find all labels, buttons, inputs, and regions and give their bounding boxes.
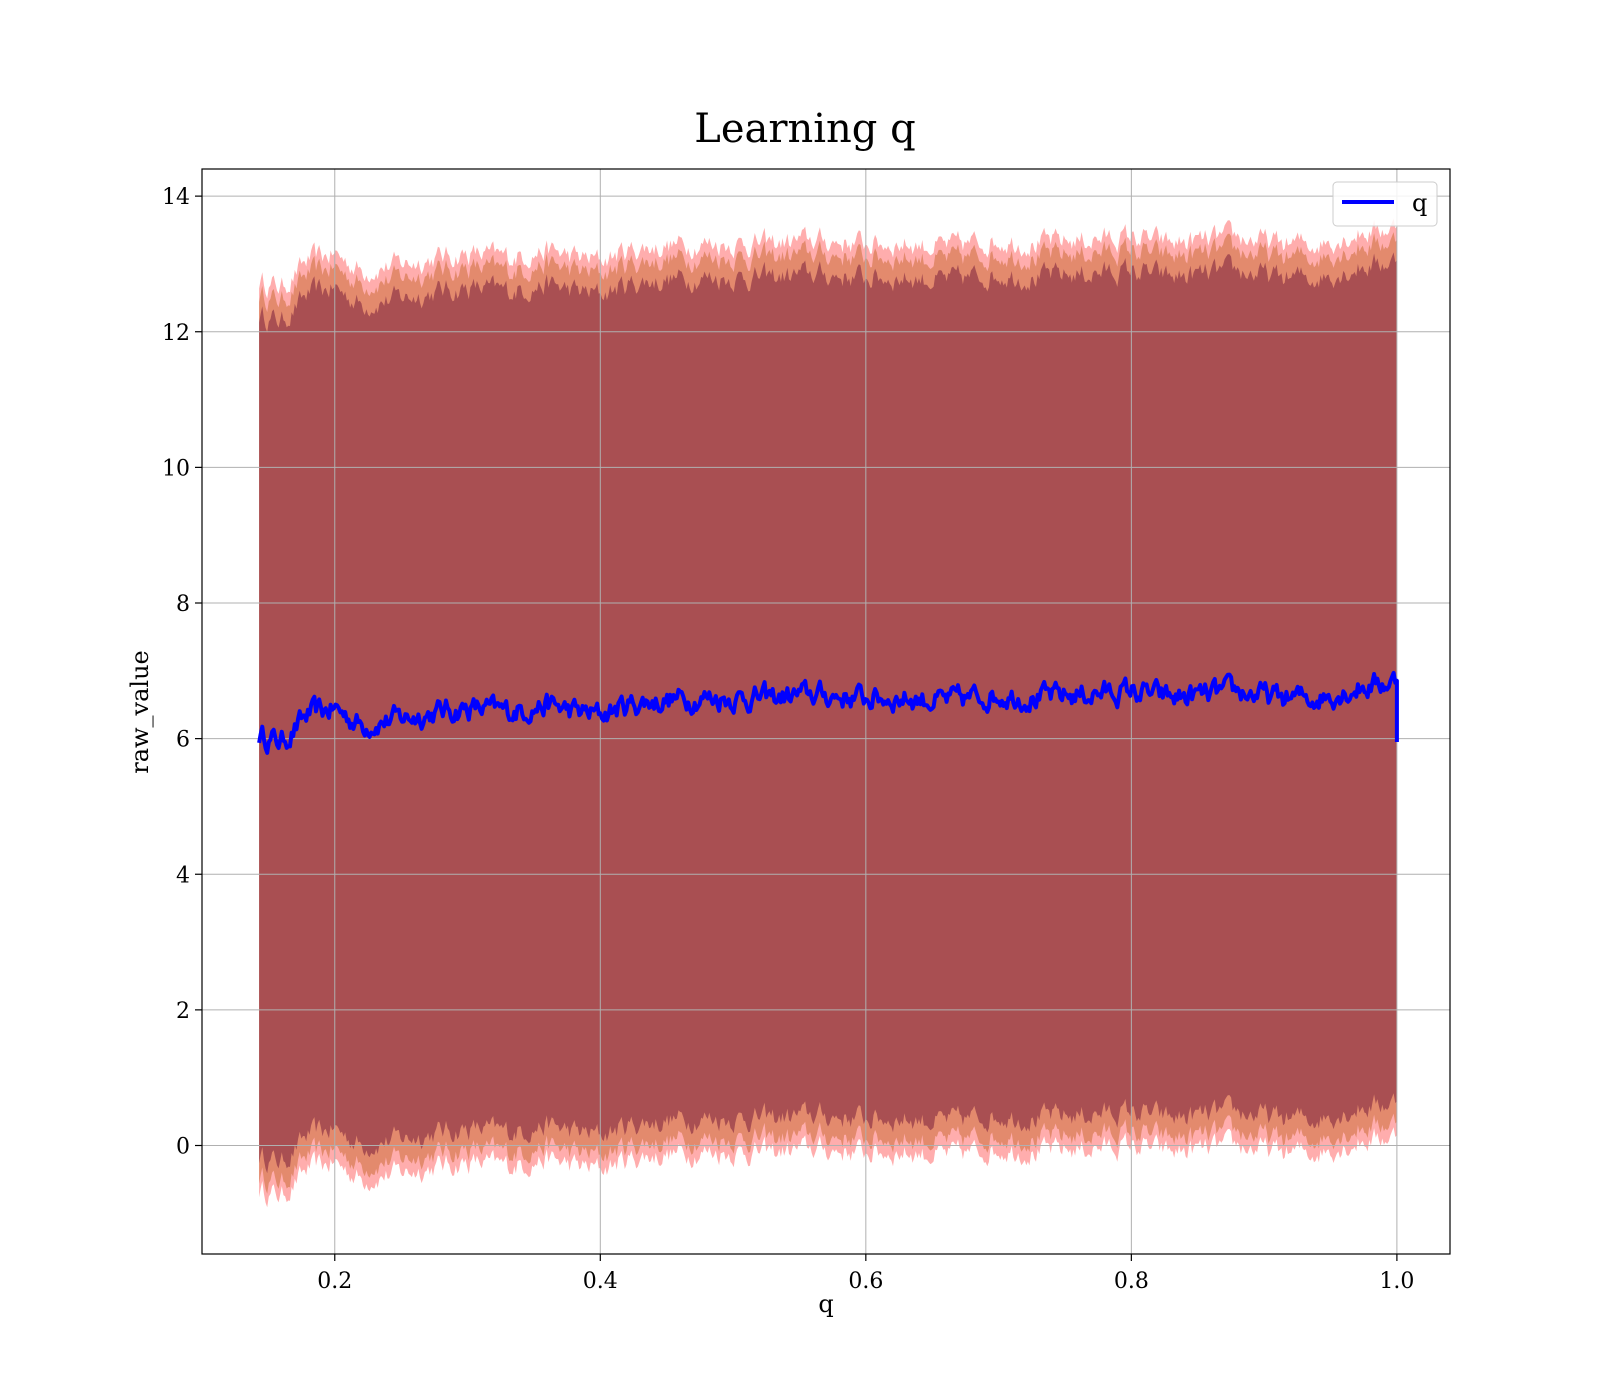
y-tick-label: 0 bbox=[176, 1135, 190, 1160]
grid-lines bbox=[202, 169, 1450, 1254]
confidence-bands bbox=[259, 218, 1397, 1208]
y-tick-label: 12 bbox=[162, 321, 190, 346]
x-axis-label: q bbox=[818, 1290, 833, 1318]
band-inner bbox=[259, 252, 1397, 1174]
y-tick-label: 10 bbox=[162, 456, 190, 481]
x-tick-label: 1.0 bbox=[1379, 1269, 1414, 1294]
x-tick-label: 0.6 bbox=[848, 1269, 883, 1294]
chart-title: Learning q bbox=[694, 106, 915, 152]
plot-frame bbox=[201, 168, 1451, 1255]
y-tick-label: 4 bbox=[176, 863, 190, 888]
x-axis-ticks: 0.2 0.4 0.6 0.8 1.0 bbox=[317, 1254, 1414, 1294]
y-tick-label: 14 bbox=[162, 185, 190, 210]
y-tick-label: 6 bbox=[176, 728, 190, 753]
series-line-q bbox=[257, 670, 1399, 755]
y-tick-label: 8 bbox=[176, 592, 190, 617]
legend-label-q: q bbox=[1412, 189, 1427, 217]
y-tick-label: 2 bbox=[176, 999, 190, 1024]
y-axis-ticks: 0 2 4 6 8 10 12 14 bbox=[162, 185, 202, 1160]
legend: q bbox=[1332, 181, 1438, 227]
x-tick-label: 0.2 bbox=[317, 1269, 352, 1294]
y-axis-label: raw_value bbox=[126, 650, 154, 774]
series-line-layer bbox=[257, 670, 1399, 755]
x-tick-label: 0.4 bbox=[583, 1269, 618, 1294]
x-tick-label: 0.8 bbox=[1114, 1269, 1149, 1294]
